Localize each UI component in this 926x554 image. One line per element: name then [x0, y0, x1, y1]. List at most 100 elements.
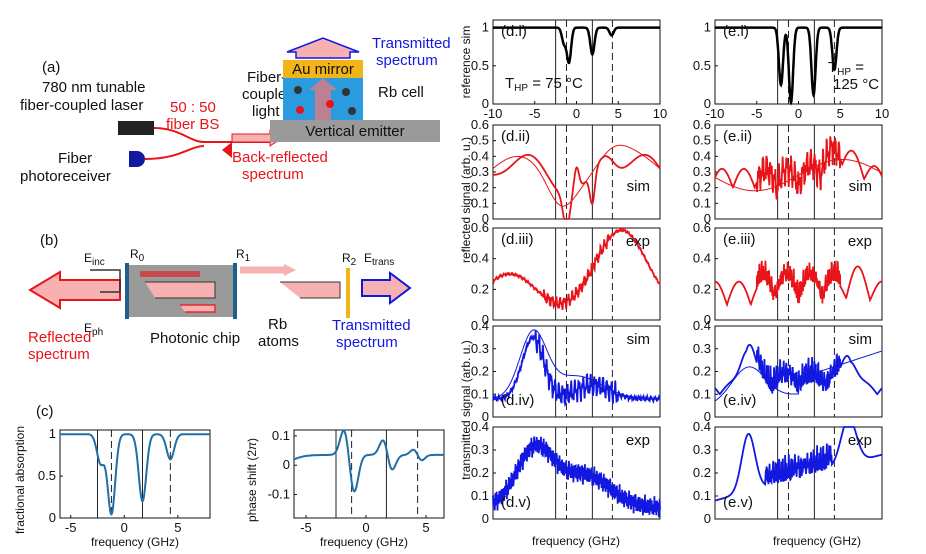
y-tick-label: 1 — [704, 20, 711, 35]
y-tick-label: 0.2 — [471, 364, 489, 379]
subpanel-tag: (e.iii) — [723, 231, 756, 248]
subpanel-tag: (d.ii) — [501, 128, 530, 145]
x-tick-label: 5 — [837, 106, 844, 121]
axes-frame — [492, 227, 661, 321]
vertical-emitter — [270, 120, 440, 142]
subpanel-tag: (d.i) — [501, 23, 527, 40]
x-tick-label: 0 — [362, 520, 369, 535]
sim-exp-label: sim — [849, 331, 872, 348]
y-tick-label: 0.2 — [471, 465, 489, 480]
atom-dot — [294, 86, 302, 94]
y-tick-label: 0.3 — [471, 164, 489, 179]
x-tick-label: -10 — [484, 106, 503, 121]
chip-uturn-2 — [180, 304, 216, 313]
au-mirror — [283, 60, 363, 78]
emitter-label: Vertical emitter — [305, 123, 404, 140]
mirror-label: Au mirror — [292, 61, 354, 78]
inner-arrow — [309, 78, 337, 120]
einc-label: Einc — [84, 251, 105, 268]
y-tick-label: 0.5 — [693, 58, 711, 73]
ylabel-transmitted: transmitted signal (arb. u.) — [459, 340, 473, 479]
bs-label: 50 : 50 fiber BS — [166, 99, 219, 133]
y-tick-label: 0.2 — [693, 281, 711, 296]
chart-e-v: 0 0.1 0.2 0.3 0.4 (e.v) exp — [693, 419, 883, 526]
transmitted-arrow — [286, 37, 360, 59]
c-xlabel-left: frequency (GHz) — [91, 535, 179, 549]
sim-exp-label: sim — [849, 178, 872, 195]
x-tick-label: 0 — [121, 520, 128, 535]
fiber-line-2 — [144, 145, 205, 160]
y-tick-label: 0.2 — [693, 180, 711, 195]
chart-c-left: -5 0 5 0 0.5 1 — [38, 426, 211, 535]
r1-label: R1 — [236, 247, 251, 264]
x-tick-label: -5 — [529, 106, 541, 121]
y-tick-label: 0.3 — [471, 341, 489, 356]
y-tick-label: 0.4 — [693, 148, 711, 163]
sim-exp-label: sim — [627, 178, 650, 195]
atoms-arrowhead — [284, 264, 296, 276]
atom-dot — [326, 100, 334, 108]
mirror-r2 — [346, 268, 350, 318]
y-tick-label: 0.3 — [693, 164, 711, 179]
chart-d-i: -10 -5 0 5 10 0 0.5 1 (d.i) — [471, 19, 667, 121]
subpanel-tag: (e.iv) — [723, 392, 756, 409]
laser-label-2: fiber-coupled laser — [20, 97, 143, 114]
axes-frame — [293, 429, 445, 519]
series-line — [492, 226, 661, 311]
subpanel-tag: (d.iv) — [501, 392, 534, 409]
chart-c-right: -5 0 5 -0.1 0 0.1 — [268, 428, 445, 535]
xlabel-e: frequency (GHz) — [773, 534, 861, 548]
temp-75-label: THP = 75 °C — [505, 75, 583, 94]
reflected-label: Reflected spectrum — [28, 329, 91, 363]
series-line — [714, 136, 883, 200]
xlabel-d: frequency (GHz) — [532, 534, 620, 548]
y-tick-label: 0 — [482, 312, 489, 327]
y-tick-label: 0 — [704, 312, 711, 327]
temp-125-label: THP = 125 °C — [828, 59, 879, 93]
photoreceiver-body — [129, 151, 137, 167]
subpanel-tag: (d.v) — [501, 494, 531, 511]
y-tick-label: 1 — [49, 426, 56, 441]
y-tick-label: 0 — [704, 211, 711, 226]
y-tick-label: 0 — [482, 409, 489, 424]
panel-a: (a) 780 nm tunable fiber-coupled laser F… — [20, 35, 451, 185]
atom-dot — [342, 88, 350, 96]
y-tick-label: 0.2 — [693, 364, 711, 379]
r0-label: R0 — [130, 247, 145, 264]
x-tick-label: -10 — [706, 106, 725, 121]
fiber-light-label: Fiber-coupled light — [242, 69, 295, 120]
sim-exp-label: sim — [627, 331, 650, 348]
mirror-r1 — [233, 263, 237, 319]
y-tick-label: 0 — [482, 211, 489, 226]
y-tick-label: 0.2 — [693, 465, 711, 480]
envelope-line — [714, 350, 883, 402]
uturn-arrow — [90, 269, 121, 293]
c-xlabel-right: frequency (GHz) — [320, 535, 408, 549]
y-tick-label: 1 — [482, 20, 489, 35]
axes-frame — [714, 227, 883, 321]
y-tick-label: 0.6 — [693, 220, 711, 235]
back-arrow — [222, 142, 232, 158]
y-tick-label: 0.3 — [471, 442, 489, 457]
series-line — [492, 330, 661, 408]
reflected-arrow — [28, 270, 121, 310]
chart-e-iv: 0 0.1 0.2 0.3 0.4 (e.iv) sim — [693, 318, 883, 424]
panel-a-label: (a) — [42, 59, 60, 76]
panel-c-label: (c) — [36, 403, 54, 420]
x-tick-label: 10 — [653, 106, 667, 121]
panel-b-label: (b) — [40, 232, 58, 249]
y-tick-label: 0.5 — [471, 58, 489, 73]
y-tick-label: 0.4 — [693, 419, 711, 434]
cell-label: Rb cell — [378, 84, 424, 101]
x-tick-label: 10 — [875, 106, 889, 121]
chart-e-iii: 0 0.2 0.4 0.6 (e.iii) exp — [693, 220, 883, 327]
transmitted-arrow-b — [361, 271, 412, 305]
sim-exp-label: exp — [848, 233, 872, 250]
c-ylabel-left: fractional absorption — [13, 426, 27, 534]
y-tick-label: 0.5 — [693, 133, 711, 148]
subpanel-tag: (e.v) — [723, 494, 753, 511]
x-tick-label: 0 — [795, 106, 802, 121]
y-tick-label: 0.4 — [471, 251, 489, 266]
sim-exp-label: exp — [848, 432, 872, 449]
r2-label: R2 — [342, 251, 357, 268]
